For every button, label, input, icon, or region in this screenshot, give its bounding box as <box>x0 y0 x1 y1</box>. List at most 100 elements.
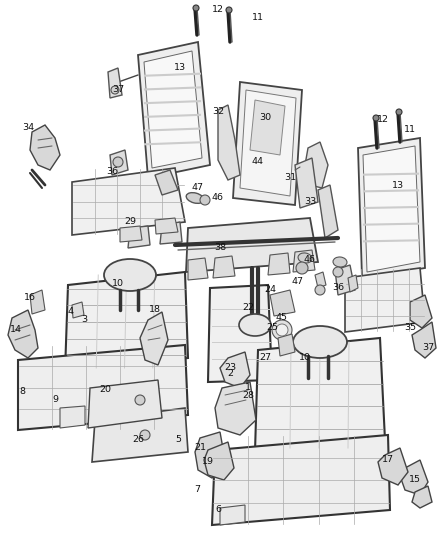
Polygon shape <box>220 352 250 388</box>
Text: 46: 46 <box>304 255 316 264</box>
Text: 33: 33 <box>304 198 316 206</box>
Circle shape <box>396 109 402 115</box>
Polygon shape <box>18 345 188 430</box>
Text: 29: 29 <box>124 217 136 227</box>
Text: 15: 15 <box>409 475 421 484</box>
Ellipse shape <box>333 257 347 267</box>
Text: 32: 32 <box>212 108 224 117</box>
Text: 11: 11 <box>404 125 416 134</box>
Polygon shape <box>220 505 245 525</box>
Polygon shape <box>240 90 296 196</box>
Circle shape <box>193 5 199 11</box>
Polygon shape <box>255 338 385 452</box>
Polygon shape <box>138 42 210 178</box>
Polygon shape <box>88 380 162 428</box>
Polygon shape <box>60 406 85 428</box>
Ellipse shape <box>298 253 312 263</box>
Polygon shape <box>358 138 425 278</box>
Polygon shape <box>412 486 432 508</box>
Text: 18: 18 <box>149 305 161 314</box>
Polygon shape <box>295 158 318 208</box>
Polygon shape <box>293 250 315 272</box>
Circle shape <box>200 195 210 205</box>
Circle shape <box>140 430 150 440</box>
Text: 16: 16 <box>24 294 36 303</box>
Polygon shape <box>270 290 295 316</box>
Ellipse shape <box>186 192 204 204</box>
Text: 20: 20 <box>99 385 111 394</box>
Polygon shape <box>218 105 240 180</box>
Polygon shape <box>315 272 326 288</box>
Polygon shape <box>305 142 328 188</box>
Text: 12: 12 <box>212 5 224 14</box>
Circle shape <box>315 285 325 295</box>
Text: 47: 47 <box>292 278 304 287</box>
Text: 44: 44 <box>252 157 264 166</box>
Text: 14: 14 <box>10 326 22 335</box>
Polygon shape <box>195 432 226 478</box>
Polygon shape <box>186 218 318 272</box>
Circle shape <box>135 395 145 405</box>
Text: 19: 19 <box>202 457 214 466</box>
Polygon shape <box>412 322 436 358</box>
Polygon shape <box>215 382 256 435</box>
Polygon shape <box>155 170 178 195</box>
Polygon shape <box>110 150 128 175</box>
Circle shape <box>373 115 379 121</box>
Text: 9: 9 <box>52 395 58 405</box>
Text: 6: 6 <box>215 505 221 514</box>
Text: 21: 21 <box>194 443 206 453</box>
Polygon shape <box>140 312 168 365</box>
Polygon shape <box>345 268 425 332</box>
Text: 10: 10 <box>299 353 311 362</box>
Text: 3: 3 <box>81 316 87 325</box>
Polygon shape <box>410 295 432 328</box>
Text: 24: 24 <box>264 286 276 295</box>
Polygon shape <box>155 218 178 234</box>
Text: 22: 22 <box>242 303 254 312</box>
Polygon shape <box>318 185 338 238</box>
Polygon shape <box>204 442 234 480</box>
Text: 34: 34 <box>22 124 34 133</box>
Polygon shape <box>250 100 285 155</box>
Text: 5: 5 <box>175 435 181 445</box>
Circle shape <box>276 324 288 336</box>
Text: 23: 23 <box>224 364 236 373</box>
Text: 35: 35 <box>404 324 416 333</box>
Text: 26: 26 <box>132 435 144 445</box>
Ellipse shape <box>239 314 271 336</box>
Polygon shape <box>30 290 45 314</box>
Text: 31: 31 <box>284 174 296 182</box>
Polygon shape <box>92 408 188 462</box>
Polygon shape <box>268 253 290 275</box>
Text: 37: 37 <box>422 343 434 352</box>
Polygon shape <box>128 226 150 248</box>
Polygon shape <box>378 448 408 485</box>
Polygon shape <box>65 272 188 372</box>
Polygon shape <box>188 258 208 280</box>
Text: 10: 10 <box>112 279 124 287</box>
Polygon shape <box>278 334 295 356</box>
Text: 13: 13 <box>392 181 404 190</box>
Text: 17: 17 <box>382 456 394 464</box>
Polygon shape <box>400 460 428 495</box>
Text: 11: 11 <box>252 13 264 22</box>
Polygon shape <box>213 256 235 278</box>
Text: 25: 25 <box>266 324 278 333</box>
Circle shape <box>272 320 292 340</box>
Text: 4: 4 <box>67 308 73 317</box>
Polygon shape <box>8 310 38 358</box>
Text: 36: 36 <box>332 284 344 293</box>
Text: 30: 30 <box>259 114 271 123</box>
Polygon shape <box>233 82 302 205</box>
Polygon shape <box>120 226 142 242</box>
Text: 13: 13 <box>174 63 186 72</box>
Polygon shape <box>72 302 84 318</box>
Text: 27: 27 <box>259 353 271 362</box>
Text: 1: 1 <box>245 384 251 392</box>
Circle shape <box>113 157 123 167</box>
Polygon shape <box>363 146 420 272</box>
Text: 8: 8 <box>19 387 25 397</box>
Text: 28: 28 <box>242 391 254 400</box>
Circle shape <box>296 262 308 274</box>
